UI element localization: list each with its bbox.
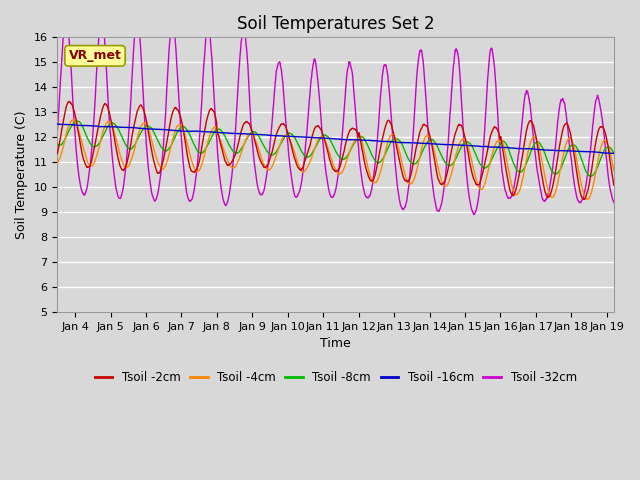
- Text: VR_met: VR_met: [68, 49, 122, 62]
- Legend: Tsoil -2cm, Tsoil -4cm, Tsoil -8cm, Tsoil -16cm, Tsoil -32cm: Tsoil -2cm, Tsoil -4cm, Tsoil -8cm, Tsoi…: [90, 366, 581, 388]
- Y-axis label: Soil Temperature (C): Soil Temperature (C): [15, 110, 28, 239]
- Title: Soil Temperatures Set 2: Soil Temperatures Set 2: [237, 15, 435, 33]
- X-axis label: Time: Time: [320, 337, 351, 350]
